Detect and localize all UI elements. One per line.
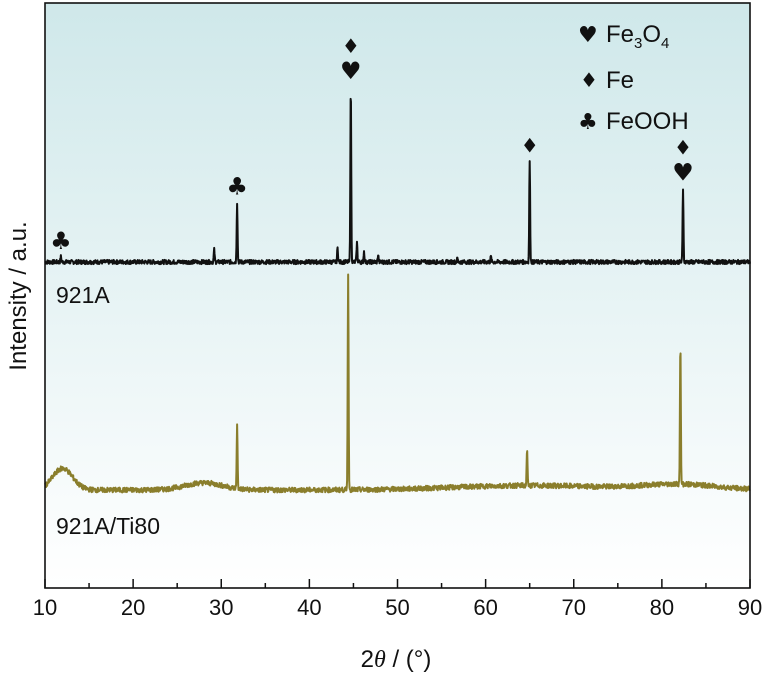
series-layer	[44, 97, 751, 494]
peak-marker-2-0: ♥	[340, 57, 362, 85]
legend-label-feooh: FeOOH	[606, 108, 689, 135]
peak-marker-2-1: ♦	[342, 34, 360, 58]
legend-fe3o4-sub1: 3	[634, 35, 642, 52]
legend-fe3o4-sub2: 4	[661, 35, 669, 52]
x-tick-label-20: 20	[121, 595, 145, 620]
legend-label-fe: Fe	[606, 67, 634, 94]
peak-marker-4-1: ♦	[674, 136, 692, 160]
series-label-921a: 921A	[56, 282, 110, 308]
series-line-921a	[44, 97, 751, 266]
legend-symbol-fe: ♦	[580, 68, 598, 92]
x-axis-title-theta: θ	[374, 647, 386, 673]
x-tick-label-10: 10	[33, 595, 57, 620]
x-tick-label-30: 30	[209, 595, 233, 620]
peak-marker-3-0: ♦	[521, 134, 539, 158]
x-tick-label-70: 70	[562, 595, 586, 620]
legend-fe3o4-mid: O	[642, 21, 661, 48]
x-tick-label-50: 50	[385, 595, 409, 620]
plot-background	[45, 3, 750, 588]
y-axis-title: Intensity / a.u.	[5, 221, 32, 370]
legend-symbol-fe3o4: ♥	[578, 23, 598, 48]
legend: ♥ Fe3O4 ♦ Fe ♣ FeOOH	[578, 21, 689, 135]
x-axis-title-prefix: 2	[361, 646, 374, 673]
series-line-921a-ti80	[44, 273, 751, 494]
peak-marker-1-0: ♣	[226, 173, 248, 201]
peak-marker-0-0: ♣	[50, 227, 72, 255]
legend-fe3o4-base: Fe	[606, 21, 634, 48]
series-label-921a-ti80: 921A/Ti80	[56, 513, 160, 539]
peak-marker-4-0: ♥	[672, 159, 694, 187]
x-tick-label-90: 90	[738, 595, 762, 620]
legend-label-fe3o4: Fe3O4	[606, 21, 669, 52]
x-axis-title: 2θ / (°)	[361, 646, 432, 673]
x-axis-ticks: 10 20 30 40 50 60 70 80 90	[33, 579, 762, 620]
x-tick-label-60: 60	[473, 595, 497, 620]
x-tick-label-40: 40	[297, 595, 321, 620]
x-axis-title-suffix: / (°)	[386, 646, 432, 673]
legend-symbol-feooh: ♣	[578, 110, 598, 135]
x-tick-label-80: 80	[650, 595, 674, 620]
peak-annotations: ♣♣♥♦♦♥♦	[50, 34, 694, 255]
